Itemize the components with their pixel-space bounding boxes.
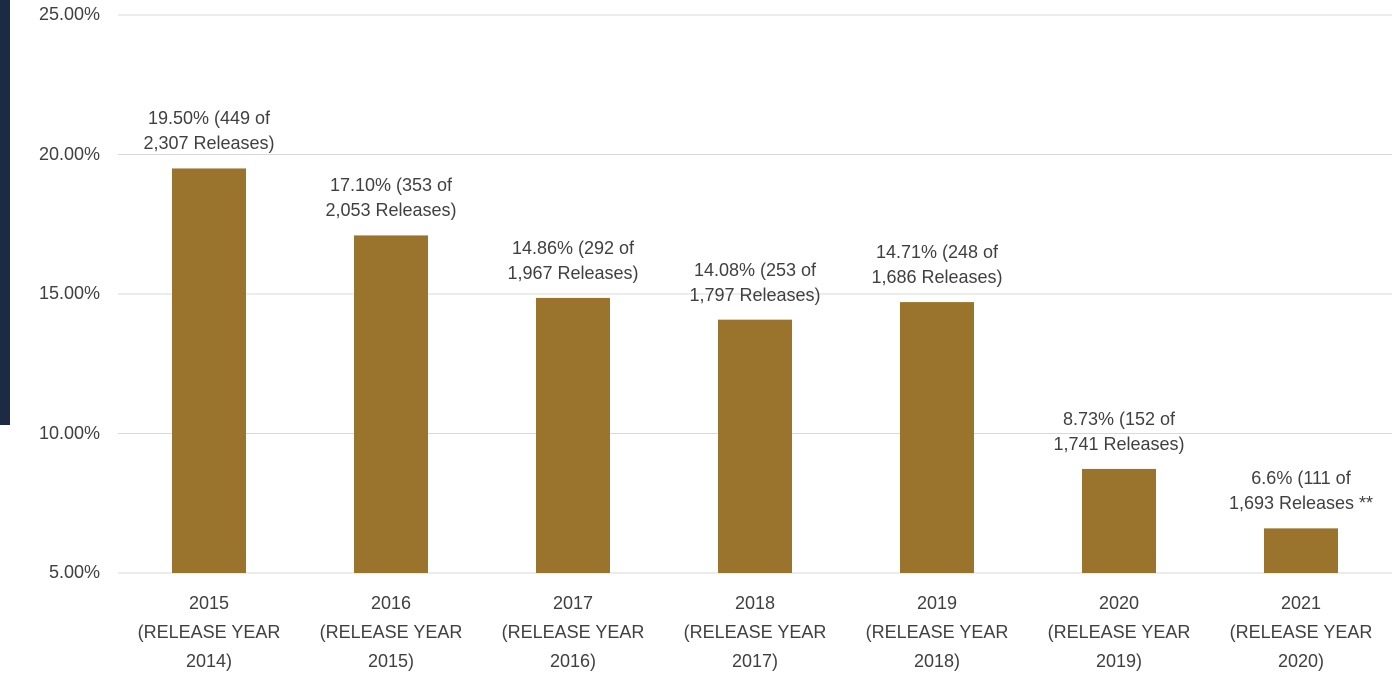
- y-tick-label: 10.00%: [38, 422, 100, 443]
- x-tick-label: 2015 (RELEASE YEAR 2014): [137, 593, 281, 671]
- data-label: 6.6% (111 of 1,693 Releases **: [1228, 468, 1374, 514]
- bar: [718, 319, 792, 573]
- x-tick-label: 2017 (RELEASE YEAR 2016): [501, 593, 645, 671]
- data-label: 19.50% (449 of 2,307 Releases): [143, 108, 275, 154]
- y-tick-label: 15.00%: [38, 283, 100, 303]
- x-tick-label: 2018 (RELEASE YEAR 2017): [683, 593, 827, 671]
- x-tick-label: 2016 (RELEASE YEAR 2015): [319, 593, 463, 671]
- data-label: 14.86% (292 of 1,967 Releases): [507, 237, 639, 283]
- bar: [354, 235, 428, 573]
- side-image: [0, 0, 10, 425]
- data-label: 17.10% (353 of 2,053 Releases): [325, 175, 457, 221]
- y-tick-label: 5.00%: [48, 562, 100, 582]
- data-label: 14.08% (253 of 1,797 Releases): [689, 259, 821, 305]
- x-tick-label: 2019 (RELEASE YEAR 2018): [865, 593, 1009, 671]
- bar: [172, 168, 246, 573]
- x-tick-label: 2021 (RELEASE YEAR 2020): [1229, 593, 1373, 671]
- x-tick-label: 2020 (RELEASE YEAR 2019): [1047, 593, 1191, 671]
- bar: [536, 297, 610, 573]
- data-label: 8.73% (152 of 1,741 Releases): [1053, 408, 1185, 454]
- bar: [1264, 528, 1338, 573]
- y-tick-label: 20.00%: [38, 143, 100, 164]
- data-label: 14.71% (248 of 1,686 Releases): [871, 242, 1003, 288]
- bar: [900, 302, 974, 573]
- y-tick-label: 25.00%: [38, 4, 100, 24]
- bar: [1082, 468, 1156, 573]
